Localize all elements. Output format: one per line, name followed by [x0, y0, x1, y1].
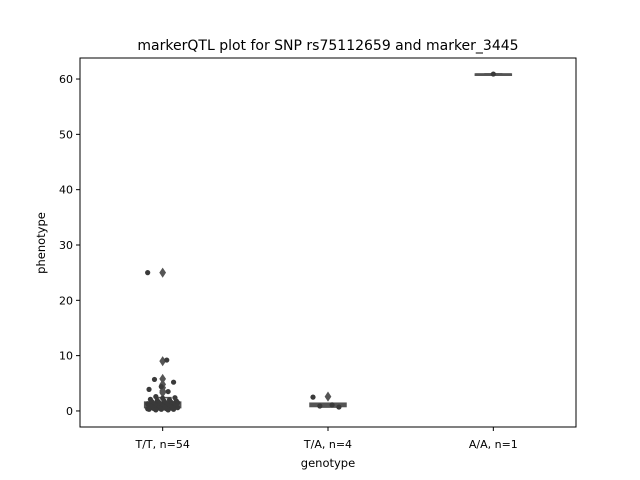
x-tick-label-1: T/A, n=4: [303, 438, 352, 451]
chart-title: markerQTL plot for SNP rs75112659 and ma…: [137, 38, 518, 54]
y-axis: 0 10 20 30 40 50 60: [59, 73, 80, 418]
strip-0-point-5: [146, 386, 152, 392]
box-0-outlier-0: [159, 267, 167, 278]
strip-1-point-3: [336, 404, 342, 410]
strip-2: [490, 71, 496, 77]
y-tick-label-0: 0: [66, 405, 73, 418]
x-tick-label-2: A/A, n=1: [469, 438, 518, 451]
strip-0-point-49: [170, 406, 177, 412]
strip-0-point-51: [146, 406, 152, 412]
plot-frame: [79, 57, 577, 428]
strip-0-point-52: [165, 407, 171, 413]
x-tick-label-0: T/T, n=54: [135, 438, 190, 451]
y-tick-label-20: 20: [59, 294, 73, 307]
y-axis-label: phenotype: [34, 212, 48, 274]
y-tick-label-40: 40: [59, 184, 73, 197]
strip-0-point-53: [153, 407, 159, 413]
strip-0-point-1: [164, 357, 170, 363]
y-tick-label-30: 30: [59, 239, 73, 252]
strip-0-point-3: [170, 379, 177, 385]
box-1: [309, 391, 347, 408]
strip-0-point-50: [158, 406, 164, 412]
strip-0-point-0: [145, 270, 151, 276]
x-axis: T/T, n=54 T/A, n=4 A/A, n=1: [135, 427, 518, 451]
y-tick-label-60: 60: [59, 73, 73, 86]
strip-0: [145, 270, 181, 413]
strip-1-point-0: [310, 394, 316, 400]
strip-0-point-4: [158, 384, 164, 390]
strip-0-point-2: [151, 376, 158, 383]
y-tick-label-50: 50: [59, 128, 73, 141]
y-tick-label-10: 10: [59, 350, 73, 363]
strip-1-point-1: [329, 402, 335, 408]
plot-area: [143, 71, 513, 413]
strip-0-point-6: [165, 388, 171, 395]
strip-1-point-2: [317, 403, 323, 409]
strip-1: [310, 394, 342, 410]
box-1-outlier-0: [324, 391, 332, 402]
strip-0-point-41: [175, 405, 181, 411]
x-axis-label: genotype: [301, 456, 355, 470]
strip-2-point-0: [490, 71, 496, 77]
